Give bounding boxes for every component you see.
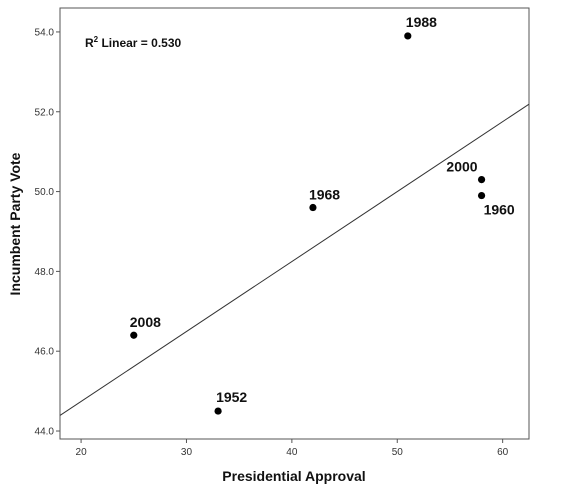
- x-axis-ticks: 20 30 40 50 60: [76, 439, 509, 458]
- data-point-1988: [404, 32, 412, 40]
- data-point-1960: [477, 191, 486, 200]
- data-point-1968: [309, 203, 317, 212]
- point-label-2000: 2000: [446, 159, 477, 175]
- y-tick-label: 54.0: [35, 27, 55, 38]
- x-tick-label: 20: [76, 447, 88, 458]
- point-label-1952: 1952: [216, 389, 247, 405]
- y-axis-title: Incumbent Party Vote: [7, 152, 23, 295]
- data-points: 1988 2000 1960 1968 2008 1952: [130, 14, 515, 415]
- point-label-1960: 1960: [484, 202, 515, 218]
- y-axis-ticks: 44.0 46.0 48.0 50.0 52.0 54.0: [35, 27, 60, 438]
- y-tick-label: 52.0: [35, 107, 55, 118]
- r2-annotation: R2 Linear = 0.530: [85, 35, 182, 50]
- linear-fit-line: [59, 103, 530, 416]
- data-point-1952: [214, 407, 222, 415]
- point-label-1968: 1968: [309, 187, 340, 203]
- x-tick-label: 40: [286, 447, 298, 458]
- data-point-2008: [130, 331, 138, 339]
- y-tick-label: 50.0: [35, 187, 55, 198]
- plot-frame: [59, 7, 530, 440]
- x-axis-title: Presidential Approval: [222, 468, 365, 484]
- data-point-2000: [477, 176, 486, 184]
- y-tick-label: 44.0: [35, 427, 55, 438]
- y-tick-label: 48.0: [35, 267, 55, 278]
- point-label-1988: 1988: [406, 14, 437, 30]
- x-tick-label: 60: [497, 447, 509, 458]
- y-tick-label: 46.0: [35, 347, 55, 358]
- x-tick-label: 50: [392, 447, 404, 458]
- point-label-2008: 2008: [130, 314, 161, 330]
- x-tick-label: 30: [181, 447, 193, 458]
